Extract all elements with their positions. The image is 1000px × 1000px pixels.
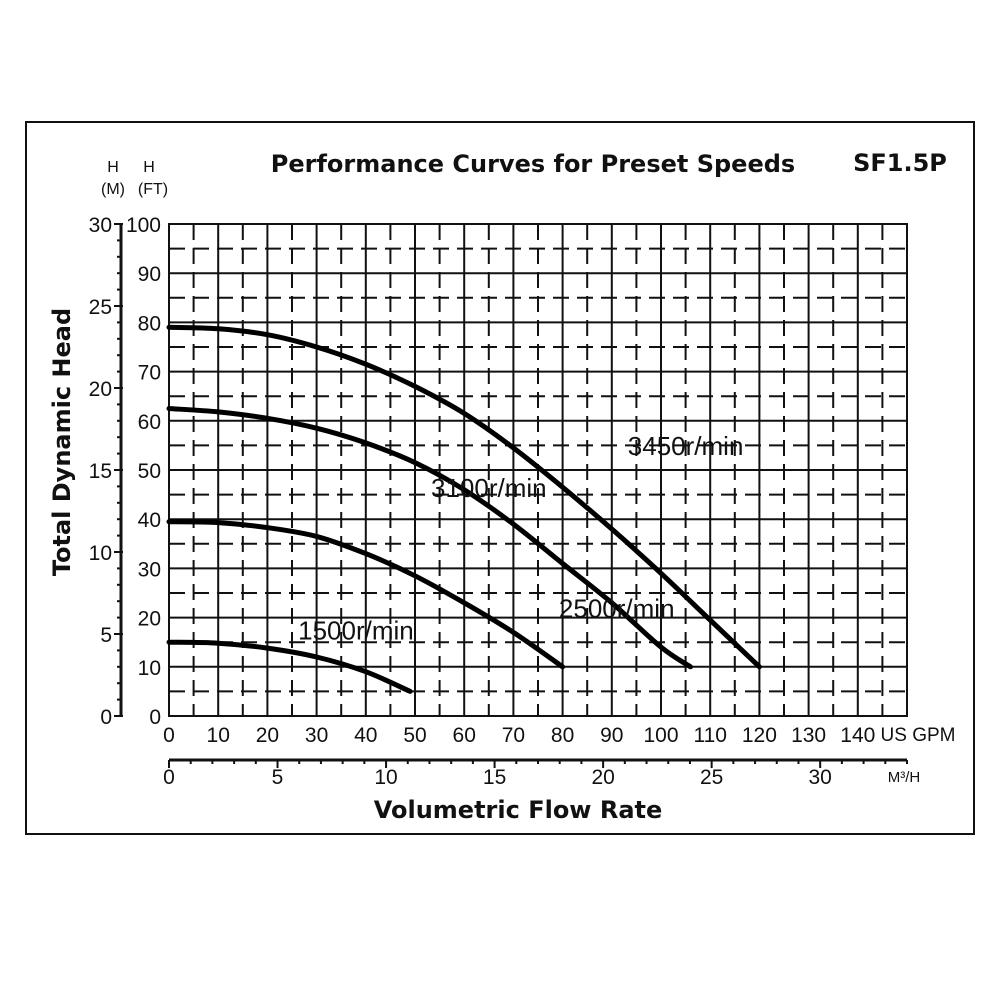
x-axis-label: Volumetric Flow Rate [374,796,663,824]
y-m-tick-label: 5 [100,624,112,647]
x-gpm-tick-label: 110 [693,724,726,747]
grid [168,223,908,717]
y-ft-tick-label: 0 [149,706,161,729]
x-gpm-tick-label: 0 [163,724,175,747]
y-m-label-top: H [107,159,119,176]
y-ft-label-bottom: (FT) [138,181,168,198]
y-m-tick-label: 0 [100,706,112,729]
x-m3h-tick-label: 20 [591,766,614,789]
y-ft-tick-label: 20 [138,608,161,631]
x-gpm-tick-label: 120 [742,724,777,747]
y-m-tick-label: 25 [89,296,112,319]
chart-title: Performance Curves for Preset Speeds [271,150,795,178]
x-m3h-tick-label: 15 [483,766,506,789]
x-gpm-tick-label: 100 [643,724,678,747]
curve-3450r/min [166,324,762,670]
curves: 3450r/min 3100r/min 2500r/min 1500r/min [166,324,762,694]
y-ft-tick-label: 40 [138,509,161,532]
y-ft-tick-label: 30 [138,558,161,581]
y-m-label-bottom: (M) [101,181,125,198]
x-gpm-tick-label: 50 [403,724,426,747]
y-axis-label: Total Dynamic Head [48,308,76,576]
x-gpm-tick-label: 30 [305,724,328,747]
model-label: SF1.5P [853,149,947,177]
y-ft-tick-label: 100 [126,214,161,237]
curve-3100r/min [166,406,693,670]
y-m-tick-label: 30 [89,214,112,237]
curve-1500r/min [166,639,413,694]
x-gpm-tick-label: 40 [354,724,377,747]
x-gpm-tick-label: 90 [600,724,623,747]
x-m3h-tick-label: 5 [272,766,284,789]
x-m3h-tick-label: 0 [163,766,175,789]
x-m3h-unit: M³/H [888,769,921,786]
curve-2500r/min [166,519,566,670]
y-ft-tick-label: 80 [138,312,161,335]
x-m3h-tick-label: 10 [374,766,397,789]
y-ft-tick-label: 60 [138,411,161,434]
curve-label: 2500r/min [559,594,675,624]
y-m-tick-label: 10 [89,542,112,565]
curve-label: 3450r/min [628,431,744,461]
x-gpm-tick-label: 70 [502,724,525,747]
y-ft-tick-label: 50 [138,460,161,483]
y-m-tick-label: 15 [89,460,112,483]
curve-label: 1500r/min [298,616,414,646]
x-m3h-tick-label: 25 [700,766,723,789]
y-m-tick-label: 20 [89,378,112,401]
x-gpm-tick-label: 20 [256,724,279,747]
curve-label: 3100r/min [431,473,547,503]
x-gpm-tick-label: 80 [551,724,574,747]
y-ft-tick-label: 70 [138,362,161,385]
y-ft-tick-label: 10 [138,657,161,680]
x-gpm-tick-label: 130 [791,724,826,747]
x-gpm-tick-label: 140 [840,724,875,747]
x-gpm-unit: US GPM [881,725,956,746]
x-m3h-tick-label: 30 [808,766,831,789]
chart-frame [25,121,975,835]
x-gpm-tick-label: 60 [453,724,476,747]
x-gpm-tick-label: 10 [207,724,230,747]
y-ft-tick-label: 90 [138,263,161,286]
y-ft-label-top: H [143,159,155,176]
